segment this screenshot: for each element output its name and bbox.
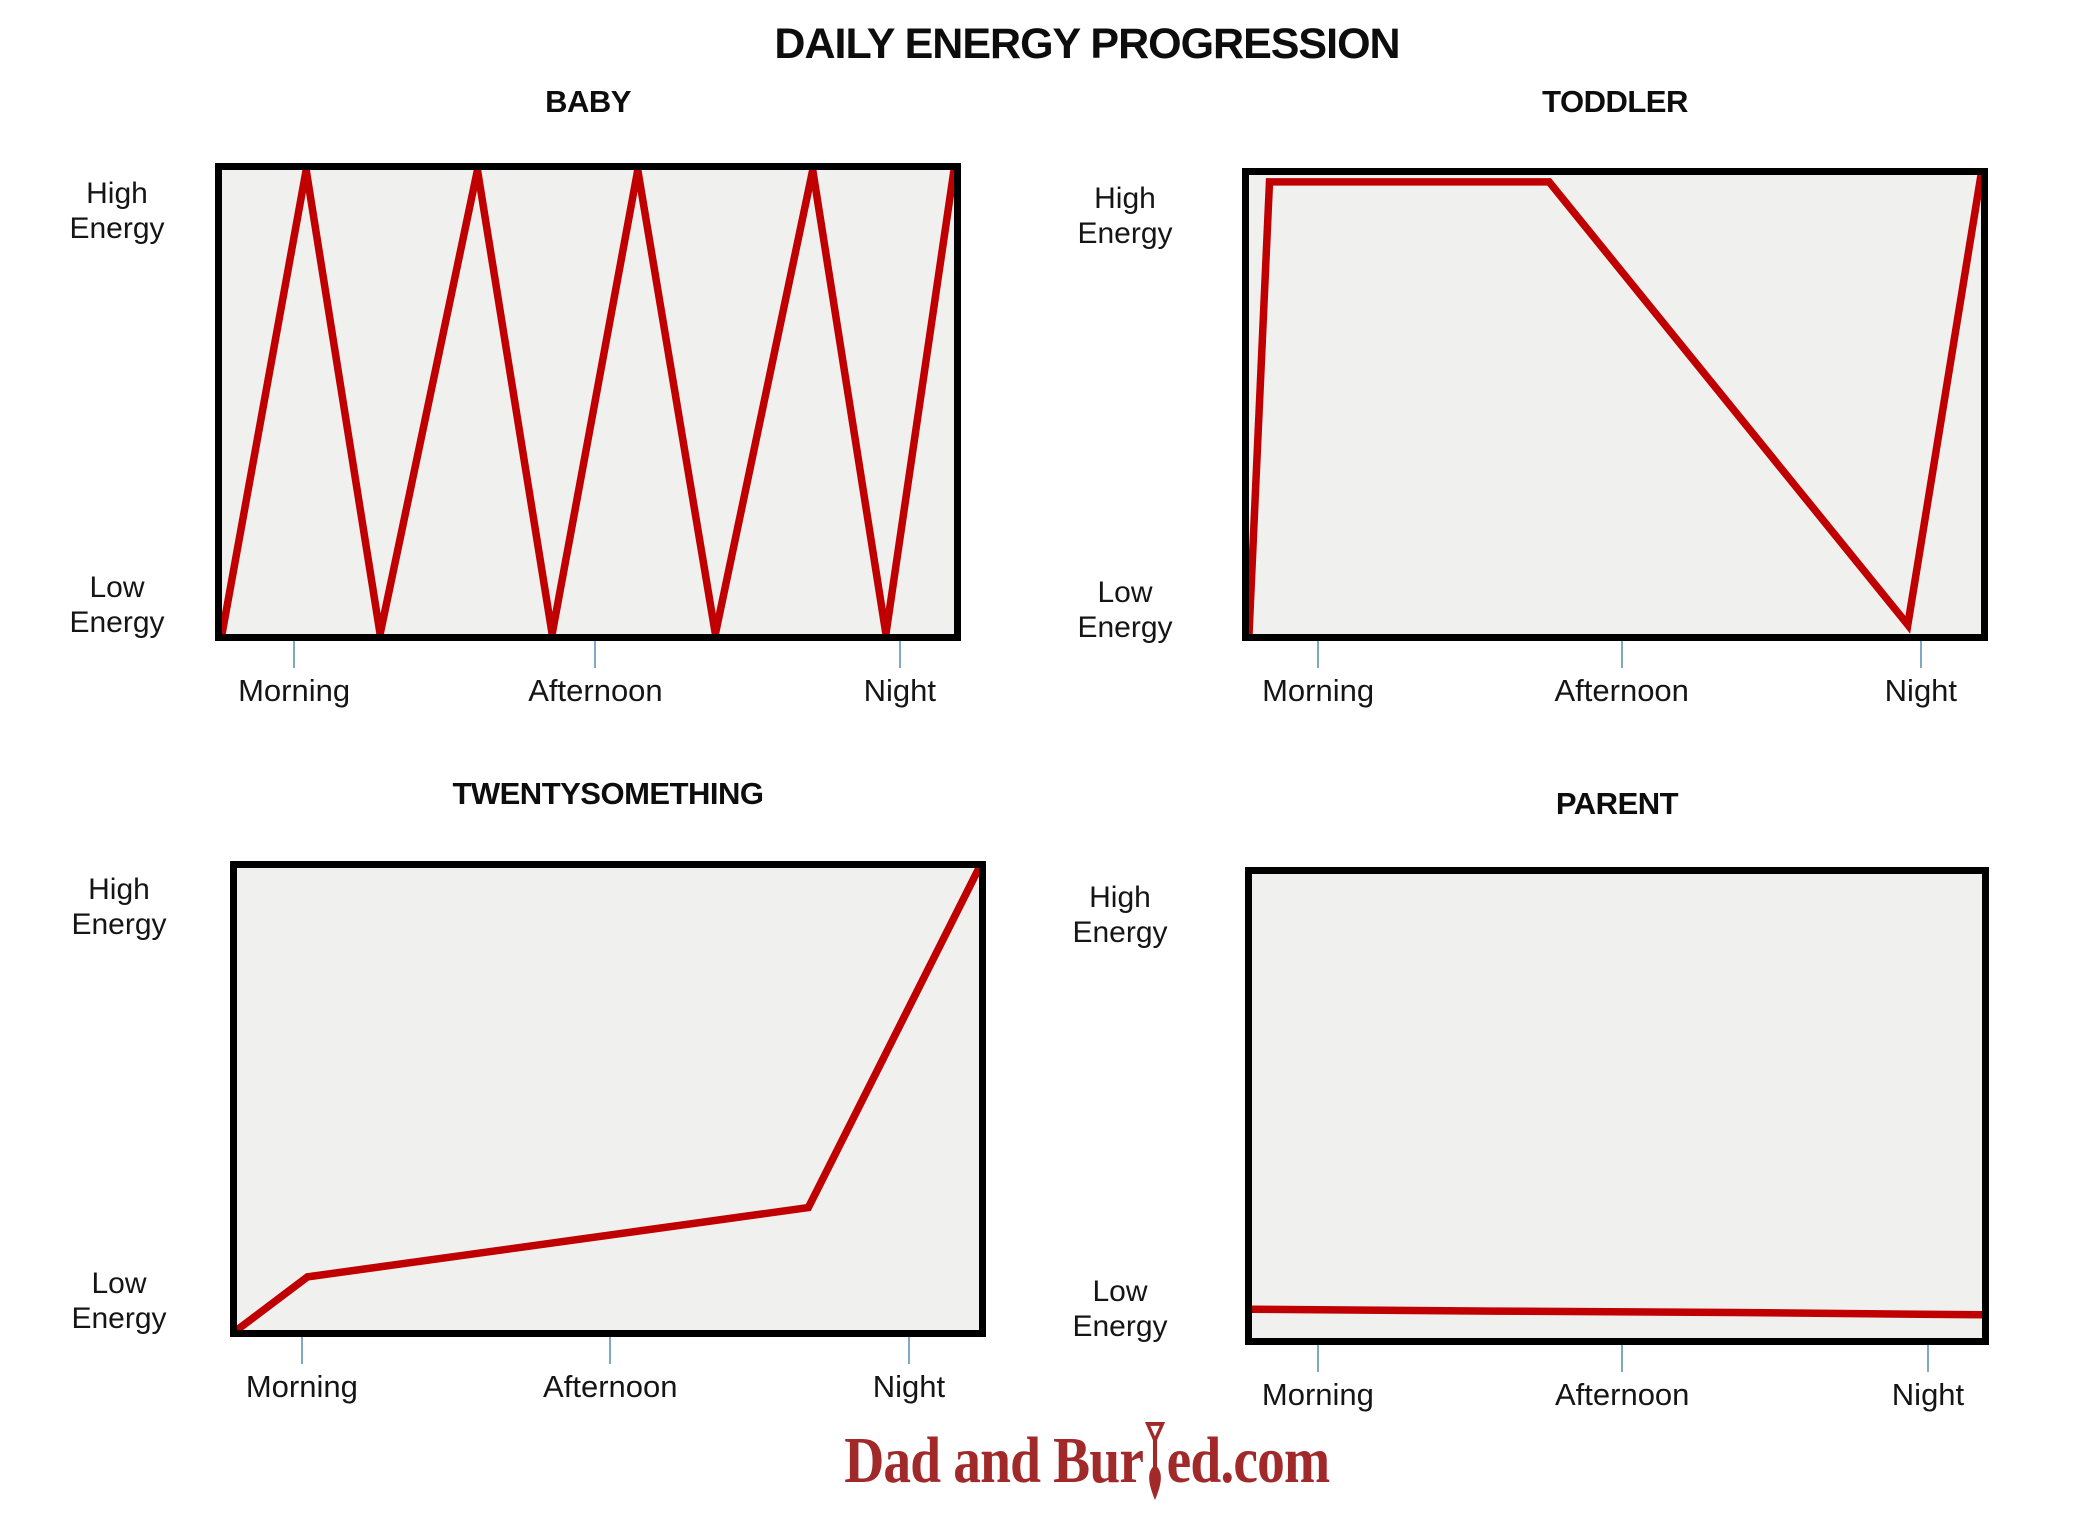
x-axis-label: Morning [245, 1369, 358, 1404]
x-axis-baby: Morning Afternoon Night [215, 641, 961, 721]
x-axis-tick [1317, 641, 1320, 668]
watermark-text-post: ed.com [1166, 1424, 1331, 1497]
chart-plot-area-baby [215, 163, 961, 641]
energy-line-chart-twentysomething [237, 868, 979, 1330]
chart-plot-area-twentysomething [230, 861, 986, 1337]
y-axis-low-label-parent: Low Energy [1040, 1274, 1200, 1344]
x-axis-tick [1620, 641, 1623, 668]
y-label-line: High [88, 873, 150, 906]
x-axis-tick [898, 641, 901, 668]
y-label-line: Energy [69, 212, 165, 245]
page-title: DAILY ENERGY PROGRESSION [774, 20, 1400, 68]
chart-title-toddler: TODDLER [1542, 84, 1688, 119]
y-label-line: Energy [1072, 916, 1168, 949]
x-axis-label: Night [1884, 673, 1958, 708]
energy-line-chart-toddler [1249, 175, 1981, 634]
chart-title-twentysomething: TWENTYSOMETHING [452, 776, 764, 811]
x-axis-label: Morning [238, 673, 351, 708]
chart-title-parent: PARENT [1555, 786, 1679, 821]
x-axis-tick [609, 1337, 612, 1364]
energy-line-chart-baby [222, 170, 954, 634]
x-axis-tick [1919, 641, 1922, 668]
y-axis-high-label-baby: High Energy [37, 176, 197, 246]
x-axis-tick [907, 1337, 910, 1364]
x-axis-label: Afternoon [1554, 673, 1689, 708]
x-axis-label: Night [863, 673, 936, 708]
y-label-line: Energy [69, 606, 165, 639]
energy-line [222, 170, 954, 634]
y-label-line: Energy [1077, 217, 1173, 250]
y-axis-high-label-toddler: High Energy [1045, 181, 1205, 251]
x-axis-parent: Morning Afternoon Night [1245, 1345, 1989, 1425]
y-label-line: High [86, 177, 148, 210]
y-label-line: High [1094, 182, 1156, 215]
y-axis-low-label-twentysomething: Low Energy [39, 1266, 199, 1336]
y-label-line: Low [1092, 1275, 1148, 1308]
x-axis-tick [1316, 1345, 1319, 1372]
x-axis-label: Morning [1261, 1377, 1374, 1412]
energy-line [237, 868, 979, 1330]
x-axis-tick [1926, 1345, 1929, 1372]
y-label-line: Energy [1072, 1310, 1168, 1343]
watermark-text-pre: Dad and Bur [844, 1424, 1144, 1497]
x-axis-tick [293, 641, 296, 668]
chart-plot-area-parent [1245, 867, 1989, 1345]
shovel-icon [1144, 1421, 1166, 1501]
y-label-line: Low [91, 1267, 147, 1300]
x-axis-label: Night [1891, 1377, 1965, 1412]
y-axis-high-label-twentysomething: High Energy [39, 872, 199, 942]
y-label-line: Energy [1077, 611, 1173, 644]
energy-line [1252, 1309, 1982, 1315]
x-axis-tick [1621, 1345, 1624, 1372]
y-axis-low-label-toddler: Low Energy [1045, 575, 1205, 645]
y-axis-high-label-parent: High Energy [1040, 880, 1200, 950]
watermark: Dad and Bur ed.com [543, 1420, 1631, 1502]
x-axis-label: Afternoon [1554, 1377, 1690, 1412]
y-label-line: Low [1097, 576, 1153, 609]
x-axis-twentysomething: Morning Afternoon Night [230, 1337, 986, 1417]
y-label-line: Low [89, 571, 145, 604]
x-axis-tick [594, 641, 597, 668]
watermark-text: Dad and Bur ed.com [844, 1420, 1331, 1502]
x-axis-label: Morning [1262, 673, 1375, 708]
x-axis-toddler: Morning Afternoon Night [1242, 641, 1988, 721]
y-label-line: Energy [71, 1302, 167, 1335]
y-axis-low-label-baby: Low Energy [37, 570, 197, 640]
chart-title-baby: BABY [545, 84, 631, 119]
x-axis-label: Afternoon [528, 673, 663, 708]
x-axis-tick [300, 1337, 303, 1364]
chart-plot-area-toddler [1242, 168, 1988, 641]
energy-line-chart-parent [1252, 874, 1982, 1338]
y-label-line: Energy [71, 908, 167, 941]
x-axis-label: Night [872, 1369, 946, 1404]
y-label-line: High [1089, 881, 1151, 914]
x-axis-label: Afternoon [543, 1369, 678, 1404]
energy-line [1249, 175, 1981, 634]
